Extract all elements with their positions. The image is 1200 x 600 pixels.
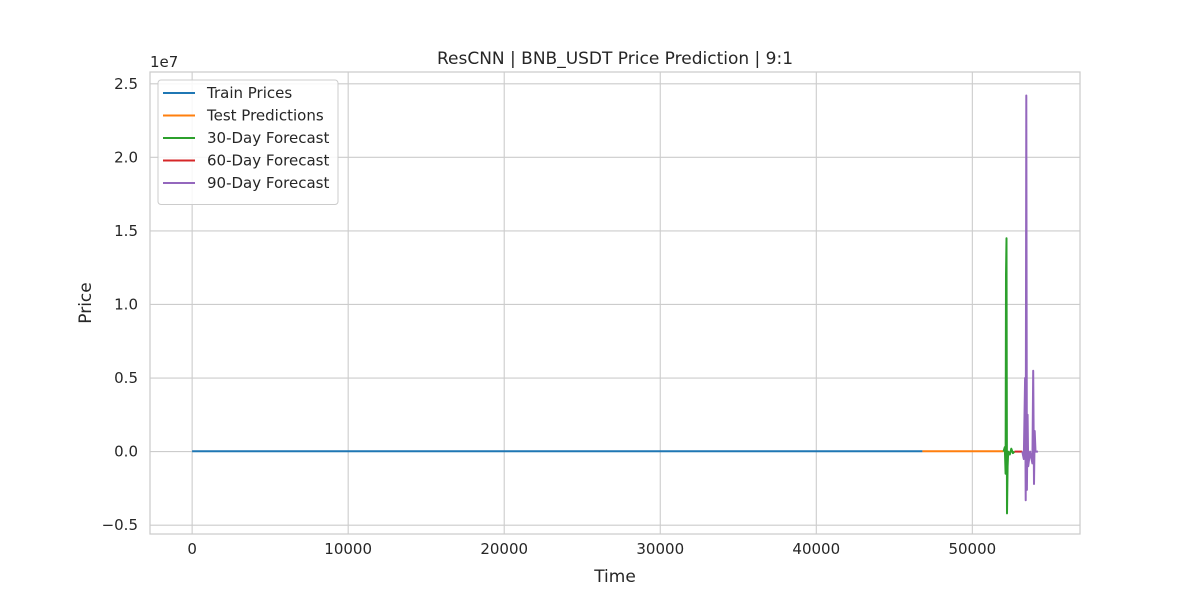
y-tick-label: 0.0 bbox=[114, 443, 138, 461]
y-axis-ticks: −0.5 0.0 0.5 1.0 1.5 2.0 2.5 bbox=[102, 75, 138, 534]
legend: Train Prices Test Predictions 30-Day Forec… bbox=[157, 79, 339, 205]
y-tick-label: 1.5 bbox=[114, 222, 138, 240]
plot-frame bbox=[149, 71, 1081, 535]
y-axis-label: Price bbox=[76, 282, 96, 323]
y-tick-label: 2.5 bbox=[114, 75, 138, 93]
legend-entry: Train Prices bbox=[206, 84, 292, 102]
x-tick-label: 50000 bbox=[948, 540, 996, 558]
y-tick-label: 1.0 bbox=[114, 295, 138, 313]
y-axis-offset-label: 1e7 bbox=[150, 53, 178, 71]
y-tick-label: −0.5 bbox=[102, 516, 138, 534]
x-tick-label: 0 bbox=[187, 540, 197, 558]
legend-entry: 60-Day Forecast bbox=[207, 152, 329, 170]
series-line-3 bbox=[1002, 237, 1016, 515]
y-tick-label: 0.5 bbox=[114, 369, 138, 387]
legend-entry: Test Predictions bbox=[206, 107, 324, 125]
chart-title: ResCNN | BNB_USDT Price Prediction | 9:1 bbox=[437, 49, 793, 69]
x-tick-label: 20000 bbox=[480, 540, 528, 558]
series-layer bbox=[192, 94, 1038, 515]
legend-entry: 30-Day Forecast bbox=[207, 129, 329, 147]
x-tick-label: 40000 bbox=[792, 540, 840, 558]
legend-entry: 90-Day Forecast bbox=[207, 174, 329, 192]
x-axis-label: Time bbox=[593, 567, 636, 587]
x-axis-ticks: 0 10000 20000 30000 40000 50000 bbox=[187, 540, 996, 558]
legend-box bbox=[157, 79, 339, 205]
series-line-5 bbox=[1021, 94, 1038, 502]
x-tick-label: 30000 bbox=[636, 540, 684, 558]
y-tick-label: 2.0 bbox=[114, 148, 138, 166]
x-tick-label: 10000 bbox=[324, 540, 372, 558]
